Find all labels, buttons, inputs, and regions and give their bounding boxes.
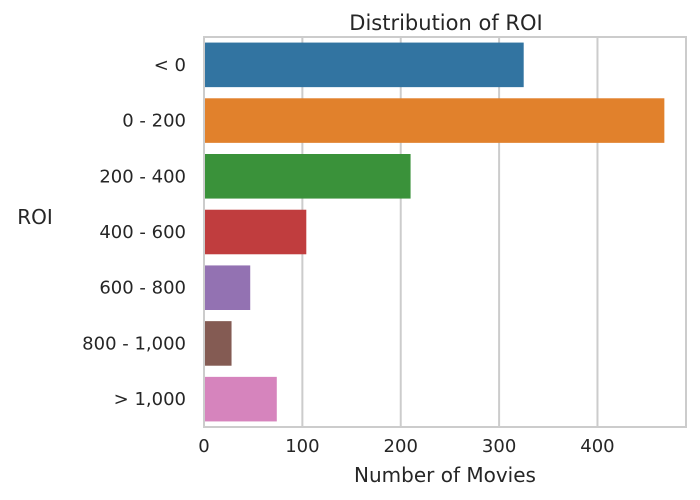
bar [204,98,665,143]
bar [204,321,232,366]
y-tick-label: 400 - 600 [99,222,186,243]
y-tick-label: 600 - 800 [99,278,186,299]
y-tick-label: 200 - 400 [99,166,186,187]
x-tick-labels: 0 100 200 300 400 [198,436,614,457]
bar [204,376,277,422]
x-tick-label: 0 [198,436,209,457]
y-tick-labels: < 0 0 - 200 200 - 400 400 - 600 600 - 800 800… [82,55,186,410]
chart-title: Distribution of ROI [349,11,542,35]
bar [204,265,251,310]
y-tick-label: < 0 [154,55,186,76]
x-axis-label: Number of Movies [354,463,536,487]
plot-frame [203,36,687,428]
x-tick-label: 100 [285,436,319,457]
x-tick-label: 300 [482,436,516,457]
bars [204,42,665,422]
x-gridlines [301,37,599,427]
y-tick-label: 800 - 1,000 [82,333,186,354]
x-tick-label: 400 [580,436,614,457]
y-tick-label: 0 - 200 [122,111,186,132]
y-tick-label: > 1,000 [114,389,186,410]
y-axis-label: ROI [17,205,53,229]
bar [204,42,524,88]
x-tick-label: 200 [384,436,418,457]
bar [204,154,411,199]
bar [204,209,307,255]
